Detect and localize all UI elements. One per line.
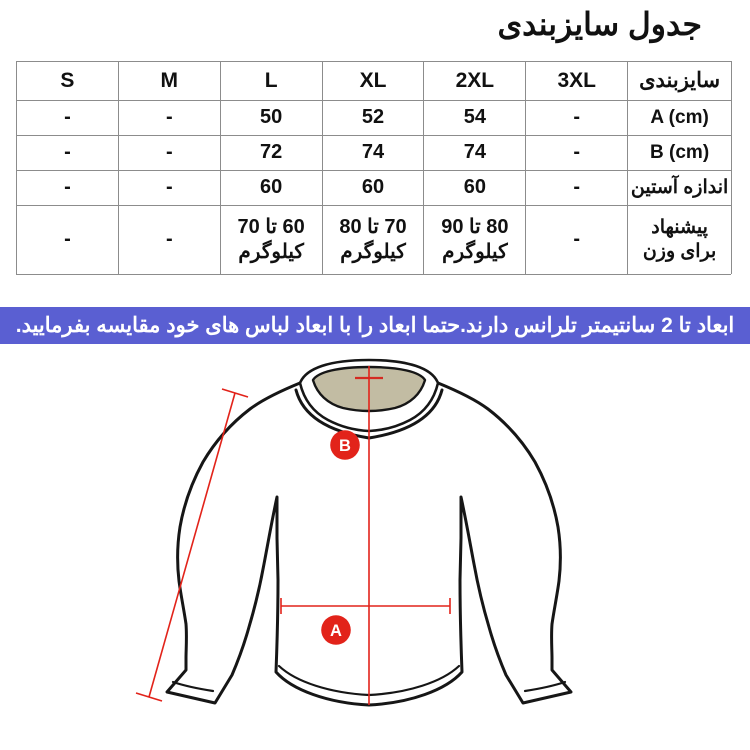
svg-text:A: A [330, 622, 342, 640]
svg-text:B: B [339, 437, 351, 455]
